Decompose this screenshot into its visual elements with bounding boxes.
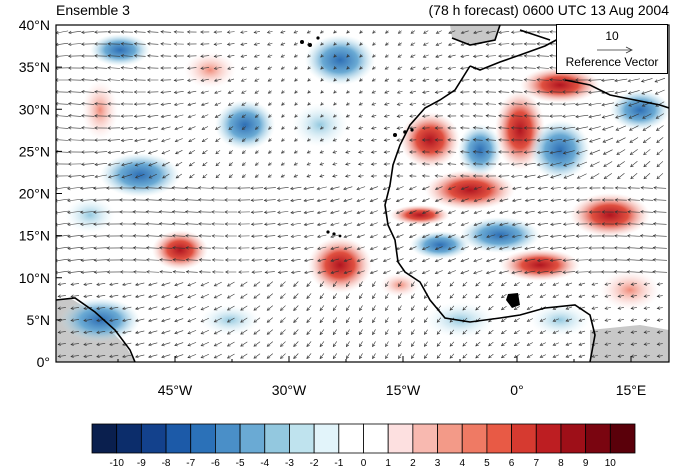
lon-tick-label: 30°W (272, 382, 307, 398)
colorbar-swatch (412, 423, 438, 454)
colorbar (91, 423, 636, 454)
reference-vector-box: 10 Reference Vector (556, 24, 668, 74)
colorbar-tick-label: -6 (210, 458, 220, 469)
lat-tick-label: 30°N (19, 101, 50, 117)
colorbar-tick-label: 1 (385, 458, 391, 469)
colorbar-tick-label: -3 (285, 458, 294, 469)
panel-title: Ensemble 3 (56, 2, 130, 18)
colorbar-swatch (486, 423, 512, 454)
colorbar-swatch (91, 423, 118, 454)
colorbar-swatch (313, 423, 340, 454)
colorbar-tick-label: -4 (260, 458, 270, 469)
latitude-axis: 40°N 35°N 30°N 25°N 20°N 15°N 10°N 5°N 0° (19, 17, 62, 370)
forecast-time-title: (78 h forecast) 0600 UTC 13 Aug 2004 (428, 2, 669, 18)
colorbar-tick-label: 4 (459, 458, 465, 469)
lon-tick-label: 0° (510, 382, 523, 398)
colorbar-swatch (264, 423, 290, 454)
lat-tick-label: 25°N (19, 143, 50, 159)
reference-vector-magnitude: 10 (605, 29, 619, 43)
colorbar-tick-label: -9 (136, 458, 146, 469)
colorbar-swatch (461, 423, 488, 454)
colorbar-tick-label: -7 (186, 458, 196, 469)
reference-arrow-icon (597, 46, 633, 54)
colorbar-tick-label: 2 (410, 458, 416, 469)
reference-vector-label: Reference Vector (565, 55, 659, 69)
colorbar-tick-label: 5 (484, 458, 490, 469)
colorbar-tick-label: 7 (533, 458, 540, 469)
colorbar-tick-label: -2 (309, 458, 319, 469)
colorbar-tick-label: 8 (558, 458, 564, 469)
colorbar-swatch (437, 423, 463, 454)
lat-tick-label: 0° (37, 354, 50, 370)
colorbar-swatch (140, 423, 167, 454)
colorbar-tick-label: 9 (582, 458, 589, 469)
colorbar-swatch (609, 423, 636, 454)
colorbar-swatch (585, 423, 611, 454)
colorbar-tick-label: -1 (334, 458, 344, 469)
lon-tick-label: 15°E (616, 382, 647, 398)
colorbar-swatch (511, 423, 537, 454)
colorbar-tick-label: 10 (604, 458, 616, 469)
lat-tick-label: 40°N (19, 17, 50, 33)
anomaly-field (60, 34, 669, 342)
colorbar-tick-label: -8 (161, 458, 171, 469)
colorbar-swatch (560, 423, 587, 454)
colorbar-swatch (190, 423, 216, 454)
lon-tick-label: 15°W (386, 382, 421, 398)
colorbar-tick-label: -10 (109, 458, 124, 469)
colorbar-tick-label: -5 (235, 458, 245, 469)
colorbar-swatch (289, 423, 315, 454)
colorbar-swatch (239, 423, 266, 454)
lon-tick-label: 45°W (158, 382, 193, 398)
lat-tick-label: 20°N (19, 186, 50, 202)
colorbar-swatch (338, 423, 364, 454)
lat-tick-label: 10°N (19, 270, 50, 286)
colorbar-swatch (215, 423, 241, 454)
islands (300, 36, 520, 308)
lat-tick-label: 5°N (27, 312, 51, 328)
colorbar-tick-label: 3 (434, 458, 441, 469)
colorbar-swatch (387, 423, 414, 454)
colorbar-swatch (116, 423, 142, 454)
colorbar-swatch (363, 423, 389, 454)
longitude-axis: 45°W 30°W 15°W 0° 15°E (117, 356, 647, 398)
colorbar-tick-label: 6 (508, 458, 515, 469)
map-field (56, 25, 669, 362)
lat-tick-label: 15°N (19, 228, 50, 244)
colorbar-swatch (535, 423, 562, 454)
colorbar-swatch (165, 423, 192, 454)
colorbar-tick-label: 0 (360, 458, 367, 469)
lat-tick-label: 35°N (19, 59, 50, 75)
